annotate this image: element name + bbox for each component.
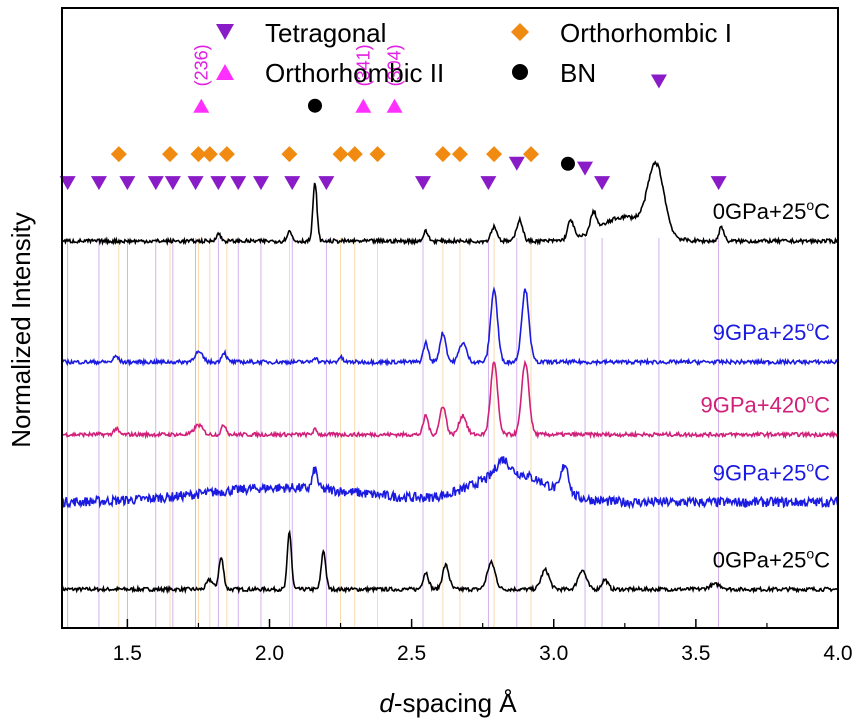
series-label-sup: o bbox=[806, 197, 814, 213]
series-label-main: 0GPa+25 bbox=[713, 199, 807, 224]
x-tick-label: 2.0 bbox=[255, 642, 284, 665]
x-axis-label: d-spacing Å bbox=[379, 688, 517, 718]
tetragonal-marker bbox=[210, 176, 227, 191]
series-trace-2 bbox=[61, 359, 839, 440]
orthorhombic-I-marker bbox=[281, 146, 298, 163]
bn-marker bbox=[560, 156, 575, 171]
tetragonal-marker bbox=[594, 176, 611, 191]
series-label-sup: o bbox=[806, 318, 814, 334]
x-axis-label-italic: d bbox=[379, 688, 395, 718]
tetragonal-marker bbox=[508, 156, 525, 171]
x-tick-label: 1.5 bbox=[113, 642, 142, 665]
series-label-sup: o bbox=[806, 545, 814, 561]
series-label-0: 0GPa+25oC bbox=[713, 545, 830, 572]
series-label-end: C bbox=[814, 460, 830, 485]
tetragonal-marker bbox=[577, 161, 594, 176]
series-label-main: 9GPa+25 bbox=[713, 460, 807, 485]
series-label-4: 0GPa+25oC bbox=[713, 197, 830, 224]
tetragonal-marker bbox=[59, 176, 76, 191]
tetragonal-marker bbox=[119, 176, 136, 191]
tetragonal-marker bbox=[252, 176, 269, 191]
tetragonal-marker bbox=[187, 176, 204, 191]
tetragonal-marker bbox=[318, 176, 335, 191]
orthorhombic-I-marker bbox=[523, 146, 540, 163]
series-label-end: C bbox=[814, 547, 830, 572]
series-label-sup: o bbox=[806, 458, 814, 474]
series-label-main: 9GPa+420 bbox=[701, 393, 807, 418]
x-tick-label: 3.0 bbox=[539, 642, 568, 665]
legend-label: Tetragonal bbox=[265, 18, 386, 48]
x-tick-label: 2.5 bbox=[397, 642, 426, 665]
x-tick-label: 3.5 bbox=[681, 642, 710, 665]
legend-marker bbox=[512, 64, 528, 80]
legend-marker bbox=[216, 24, 234, 40]
tetragonal-marker bbox=[480, 176, 497, 191]
orthorhombic-I-marker bbox=[346, 146, 363, 163]
series-label-end: C bbox=[814, 320, 830, 345]
bn-marker bbox=[307, 98, 322, 113]
orthorhombic-I-marker bbox=[332, 146, 349, 163]
series-label-3: 9GPa+25oC bbox=[713, 318, 830, 345]
hkl-label: (341) bbox=[353, 44, 373, 86]
tetragonal-marker bbox=[147, 176, 164, 191]
orthorhombic-I-marker bbox=[162, 146, 179, 163]
series-trace-4 bbox=[61, 160, 839, 247]
series-label-sup: o bbox=[806, 391, 814, 407]
orthorhombic-I-marker bbox=[486, 146, 503, 163]
tetragonal-marker bbox=[164, 176, 181, 191]
series-label-1: 9GPa+25oC bbox=[713, 458, 830, 485]
orthorhombic-I-marker bbox=[369, 146, 386, 163]
series-label-main: 0GPa+25 bbox=[713, 547, 807, 572]
series-label-2: 9GPa+420oC bbox=[701, 391, 831, 418]
legend-label: Orthorhombic II bbox=[265, 58, 444, 88]
orthorhombic-I-marker bbox=[110, 146, 127, 163]
tetragonal-marker bbox=[710, 176, 727, 191]
hkl-label: (236) bbox=[191, 44, 211, 86]
series-label-end: C bbox=[814, 199, 830, 224]
series-trace-1 bbox=[61, 456, 839, 510]
series-trace-0 bbox=[61, 529, 839, 595]
x-axis: 1.5 2.0 2.5 3.0 3.5 4.0 bbox=[113, 619, 853, 665]
orthorhombic-II-marker bbox=[355, 98, 372, 113]
orthorhombic-I-marker bbox=[201, 146, 218, 163]
y-axis-label: Normalized Intensity bbox=[6, 212, 36, 448]
tetragonal-marker bbox=[650, 74, 667, 89]
orthorhombic-I-marker bbox=[451, 146, 468, 163]
legend-label: Orthorhombic I bbox=[560, 18, 732, 48]
phase-markers: (236) (341) (304) bbox=[59, 44, 727, 191]
series-label-end: C bbox=[814, 393, 830, 418]
orthorhombic-I-marker bbox=[434, 146, 451, 163]
legend-marker bbox=[511, 23, 529, 41]
series-label-main: 9GPa+25 bbox=[713, 320, 807, 345]
series-layer: 0GPa+25oC9GPa+25oC9GPa+420oC9GPa+25oC0GP… bbox=[61, 160, 839, 595]
legend-marker bbox=[216, 64, 234, 80]
series-trace-3 bbox=[61, 286, 839, 367]
orthorhombic-I-marker bbox=[218, 146, 235, 163]
orthorhombic-I-marker bbox=[190, 146, 207, 163]
tetragonal-marker bbox=[90, 176, 107, 191]
reference-lines bbox=[67, 238, 720, 628]
tetragonal-marker bbox=[284, 176, 301, 191]
hkl-label: (304) bbox=[385, 44, 405, 86]
orthorhombic-II-marker bbox=[193, 98, 210, 113]
tetragonal-marker bbox=[230, 176, 247, 191]
legend-label: BN bbox=[560, 58, 596, 88]
tetragonal-marker bbox=[414, 176, 431, 191]
x-tick-label: 4.0 bbox=[823, 642, 852, 665]
plot-frame bbox=[61, 7, 839, 629]
legend: Tetragonal Orthorhombic I Orthorhombic II B… bbox=[216, 18, 732, 88]
x-axis-label-rest: -spacing Å bbox=[394, 688, 517, 718]
orthorhombic-II-marker bbox=[386, 98, 403, 113]
